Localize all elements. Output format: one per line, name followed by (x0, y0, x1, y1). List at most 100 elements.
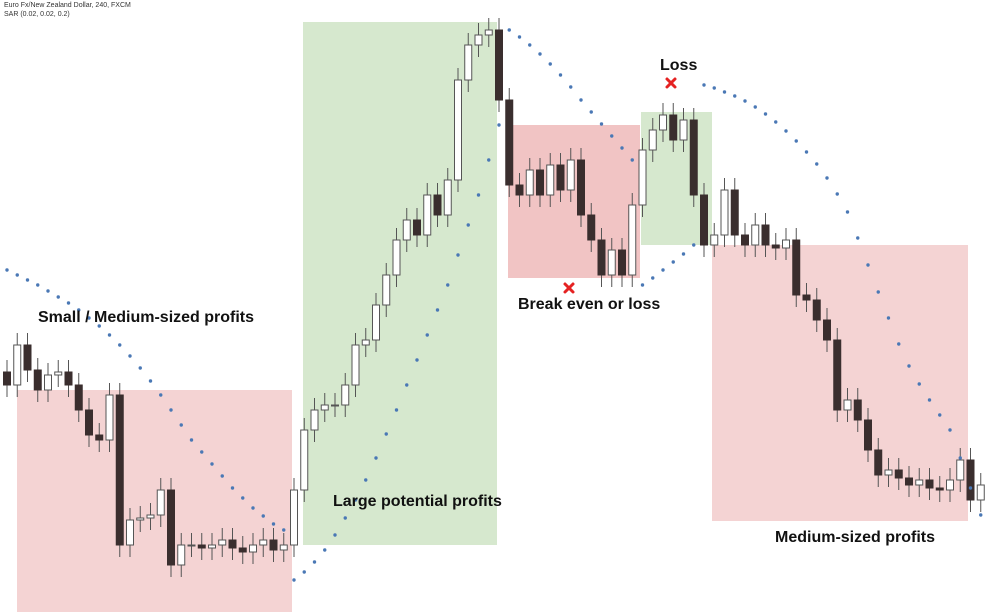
sar-dot (743, 99, 747, 103)
sar-dot (856, 236, 860, 240)
sar-dot (907, 364, 911, 368)
candle-body (525, 169, 534, 196)
candle-body (156, 489, 165, 516)
sar-dot (825, 176, 829, 180)
candle-body (792, 239, 801, 296)
annotation: Break even or loss (518, 296, 660, 313)
sar-dot (630, 158, 634, 162)
sar-dot (36, 283, 40, 287)
candle-body (935, 487, 944, 491)
candle-body (361, 339, 370, 346)
candle-body (197, 544, 206, 549)
candle-body (413, 219, 421, 236)
sar-dot (558, 73, 563, 77)
candle-body (115, 394, 124, 546)
candle-body (74, 384, 83, 411)
sar-dot (753, 105, 757, 109)
sar-dot (958, 456, 962, 460)
candle-body (853, 399, 862, 421)
candle-body (536, 169, 544, 196)
candle-body (976, 484, 985, 501)
candle-body (495, 29, 503, 101)
candle-body (208, 544, 216, 549)
candle-body (443, 179, 452, 216)
candle-body (167, 489, 175, 566)
candle-body (720, 189, 729, 236)
sar-dot (487, 158, 491, 162)
sar-dot (784, 129, 788, 133)
annotation: Small / Medium-sized profits (38, 309, 254, 326)
sar-dot (517, 35, 522, 39)
sar-dot (804, 150, 809, 154)
sar-dot (661, 268, 665, 272)
sar-dot (77, 308, 81, 312)
candle-body (279, 544, 288, 551)
sar-dot (66, 301, 71, 305)
candle-body (546, 164, 555, 196)
sar-dot (692, 243, 696, 247)
candle-body (331, 404, 339, 407)
candle-body (771, 244, 780, 249)
sar-dot (979, 513, 983, 517)
candle-body (812, 299, 821, 321)
sar-dot (640, 283, 645, 287)
sar-dot (169, 408, 173, 412)
loss-marker (563, 77, 677, 294)
candle-body (177, 544, 186, 566)
sar-dot (312, 560, 317, 564)
sar-dot (497, 123, 501, 127)
sar-dot (107, 333, 112, 337)
sar-dot (323, 548, 327, 552)
sar-dot (651, 276, 655, 280)
candle-body (238, 547, 247, 553)
sar-dot (948, 428, 952, 432)
sar-dot (876, 290, 880, 294)
candle-body (597, 239, 606, 276)
sar-dot (148, 379, 153, 383)
candle-body (351, 344, 360, 386)
sar-dot (528, 43, 532, 47)
candle-body (44, 374, 52, 391)
sar-dot (886, 316, 891, 320)
sar-dot (938, 413, 942, 417)
candle-body (54, 371, 63, 376)
candle-body (607, 249, 616, 276)
sar-dot (548, 62, 552, 66)
candle-body (146, 514, 155, 519)
candle-body (577, 159, 585, 216)
sar-dot (179, 423, 183, 427)
sar-dot (712, 86, 716, 90)
candle-body (3, 371, 11, 386)
indicator: SAR (0.02, 0.02, 0.2) (4, 11, 70, 18)
annotation: Medium-sized profits (775, 529, 935, 546)
sar-dot (15, 273, 19, 277)
candle-body (105, 394, 114, 441)
sar-dot (435, 308, 440, 312)
candle-body (689, 119, 698, 196)
sar-dot (394, 408, 399, 412)
sar-dot (374, 456, 378, 460)
sar-dot (364, 478, 368, 482)
candle-body (249, 544, 257, 553)
sar-dot (56, 295, 60, 299)
sar-dot (681, 252, 686, 256)
sar-dot (599, 122, 604, 126)
sar-dot (845, 210, 850, 214)
candle-body (23, 344, 32, 371)
candle-body (966, 459, 975, 501)
candle-body (454, 79, 462, 181)
candle-body (833, 339, 842, 411)
candle-body (85, 409, 93, 436)
sar-dot (774, 120, 778, 124)
sar-dot (466, 223, 470, 227)
sar-dot (292, 578, 296, 582)
annotation: Loss (660, 57, 697, 74)
candle-body (64, 371, 73, 386)
candle-body (587, 214, 596, 241)
sar-dot (610, 134, 614, 138)
sar-dot (835, 192, 839, 196)
sar-dot (128, 354, 132, 358)
candle-body (823, 319, 831, 341)
sar-dot (220, 474, 224, 478)
candle-body (761, 224, 770, 246)
